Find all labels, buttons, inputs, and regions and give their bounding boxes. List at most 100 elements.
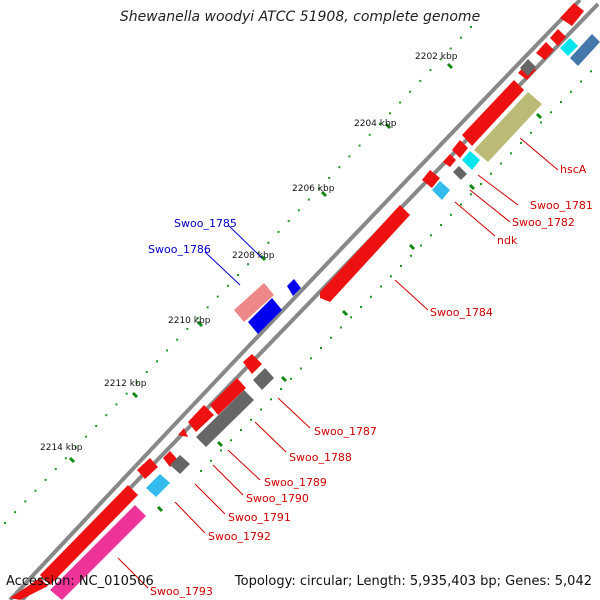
gc-dot	[390, 275, 392, 278]
gc-dot	[287, 220, 290, 223]
gc-dot	[409, 90, 412, 93]
gc-dot	[14, 511, 17, 514]
genome-backbone	[8, 0, 582, 600]
gc-dot	[420, 244, 422, 247]
gc-dot	[200, 470, 202, 472]
gc-dot	[220, 449, 222, 452]
gc-dot	[267, 241, 270, 244]
gene-swoo-1789	[188, 405, 214, 432]
gc-dot	[277, 230, 280, 233]
gc-dot	[490, 172, 492, 175]
inner-ticks	[156, 112, 543, 513]
gc-dot	[389, 112, 391, 115]
gc-dot	[196, 317, 199, 320]
gc-dot	[186, 327, 189, 330]
gc-dot	[156, 360, 158, 363]
gc-dot	[34, 489, 37, 492]
gc-dot	[419, 79, 422, 82]
tick-label: 2212 kbp	[104, 379, 147, 389]
gene-ndk	[422, 170, 440, 188]
tick-label: 2214 kbp	[40, 443, 83, 453]
tick-label: 2204 kbp	[354, 119, 397, 129]
gene-swoo-1782	[443, 154, 456, 167]
gc-dot	[105, 414, 108, 417]
gene-label: hscA	[560, 163, 587, 176]
gc-dot	[459, 36, 462, 39]
gene-label: Swoo_1792	[208, 530, 271, 543]
gc-dot	[330, 336, 332, 339]
gene-bottom-left	[10, 578, 48, 600]
gc-dot	[320, 347, 322, 349]
gc-dot	[460, 203, 462, 206]
gc-dot	[340, 326, 342, 329]
feature-magenta	[50, 505, 146, 600]
gene-long-left	[40, 485, 138, 585]
gc-dot	[368, 133, 371, 136]
gc-dot	[470, 26, 472, 28]
gc-dot	[307, 198, 310, 201]
gc-dot	[400, 265, 402, 267]
gc-dot	[247, 263, 250, 266]
gc-dot	[449, 47, 452, 50]
gc-dot	[310, 357, 312, 360]
gene-label: Swoo_1784	[430, 306, 493, 319]
gc-dot	[480, 183, 482, 185]
gc-dot	[297, 209, 300, 212]
gc-dot	[358, 144, 361, 147]
feature-grey-3	[253, 368, 274, 390]
gc-dot	[348, 155, 351, 158]
gc-dot	[115, 403, 118, 406]
gene-label: Swoo_1793	[150, 585, 213, 598]
kbp-ticks	[68, 62, 454, 464]
gc-dot	[370, 295, 372, 298]
gene-label: Swoo_1786	[148, 243, 211, 256]
gene-b	[536, 42, 554, 60]
gene-swoo-1787	[243, 354, 262, 374]
gc-dot	[216, 295, 219, 298]
gc-dot	[240, 429, 242, 431]
gc-dot	[210, 459, 212, 462]
gene-label: Swoo_1782	[512, 216, 575, 229]
gc-dot	[380, 285, 382, 288]
tick-label: 2206 kbp	[292, 184, 335, 194]
gc-dot	[4, 522, 6, 524]
gc-dot	[24, 500, 27, 503]
gc-dot	[450, 213, 452, 216]
gc-dot	[230, 439, 232, 442]
gc-dot	[520, 142, 522, 144]
gene-swoo-1784	[320, 205, 410, 302]
gc-dot	[440, 224, 442, 226]
gc-dot	[360, 306, 362, 308]
gc-dot	[429, 69, 432, 72]
gc-dot	[166, 349, 169, 352]
gene-swoo-1786	[234, 283, 274, 322]
gc-dot	[64, 457, 67, 460]
feature-olive	[474, 92, 542, 162]
gc-dot	[44, 478, 47, 481]
gc-dot	[95, 425, 98, 427]
gc-dot	[145, 371, 148, 373]
accession-text: Accession: NC_010506	[6, 574, 154, 589]
gc-dot	[250, 418, 252, 421]
gc-dot	[590, 70, 592, 73]
gc-dot	[430, 234, 432, 237]
feature-grey-5	[170, 455, 190, 474]
gc-dot	[580, 80, 582, 83]
gc-dot	[135, 381, 138, 384]
gene-swoo-1786b	[248, 298, 282, 334]
gc-dots	[4, 26, 592, 524]
gc-dot	[470, 193, 472, 196]
gene-label: Swoo_1789	[264, 476, 327, 489]
gc-dot	[280, 388, 282, 390]
gene-swoo-1790	[178, 428, 188, 437]
gc-dot	[300, 367, 302, 370]
gene-d	[560, 3, 584, 26]
gc-dot	[206, 306, 209, 309]
gc-dot	[85, 435, 87, 438]
gc-dot	[328, 177, 331, 179]
feature-cyan-2	[432, 181, 450, 200]
gene-swoo-1781	[452, 140, 468, 158]
gene-swoo-1788	[210, 378, 246, 415]
tick-label: 2210 kbp	[168, 316, 211, 326]
map-title: Shewanella woodyi ATCC 51908, complete g…	[119, 9, 481, 25]
